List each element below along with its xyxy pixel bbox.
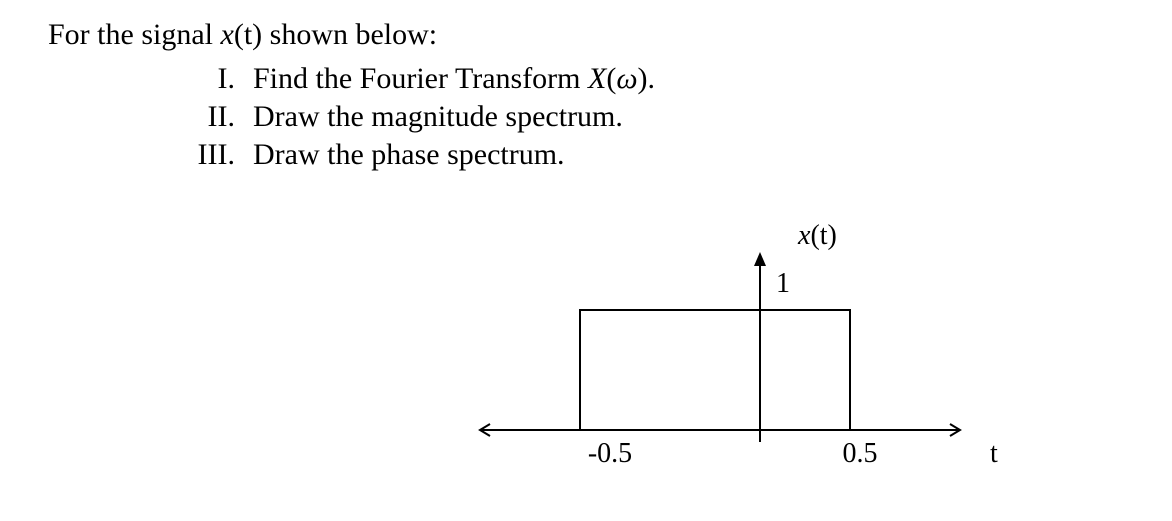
signal-svg: x(t) 1 -0.5 0.5 t (460, 210, 1020, 510)
item1-argopen: ( (606, 62, 616, 95)
arrowhead-up-icon (754, 252, 766, 266)
intro-xt-args: (t) (234, 18, 262, 51)
roman-numeral: I. (155, 62, 253, 96)
x-axis-label: t (990, 438, 998, 469)
list-text: Draw the magnitude spectrum. (253, 100, 623, 134)
list-text: Find the Fourier Transform X(ω). (253, 62, 655, 96)
intro-suffix: shown below: (262, 18, 437, 51)
item1-prefix: Find the Fourier Transform (253, 62, 588, 95)
signal-figure: x(t) 1 -0.5 0.5 t (460, 210, 1020, 510)
roman-numeral: II. (155, 100, 253, 134)
intro-line: For the signal x(t) shown below: (48, 18, 437, 52)
list-item: II. Draw the magnitude spectrum. (155, 100, 655, 134)
roman-numeral: III. (155, 138, 253, 172)
list-item: III. Draw the phase spectrum. (155, 138, 655, 172)
intro-prefix: For the signal (48, 18, 221, 51)
item1-omega: ω (616, 62, 637, 95)
item1-X: X (588, 62, 606, 95)
tick-right-label: 0.5 (843, 438, 878, 469)
pulse-outline (580, 310, 850, 430)
item1-argclose: ). (638, 62, 656, 95)
question-list: I. Find the Fourier Transform X(ω). II. … (155, 62, 655, 176)
amplitude-label: 1 (776, 268, 790, 299)
y-axis-label: x(t) (797, 220, 837, 251)
list-item: I. Find the Fourier Transform X(ω). (155, 62, 655, 96)
intro-xt: x (221, 18, 234, 51)
list-text: Draw the phase spectrum. (253, 138, 565, 172)
tick-left-label: -0.5 (588, 438, 632, 469)
